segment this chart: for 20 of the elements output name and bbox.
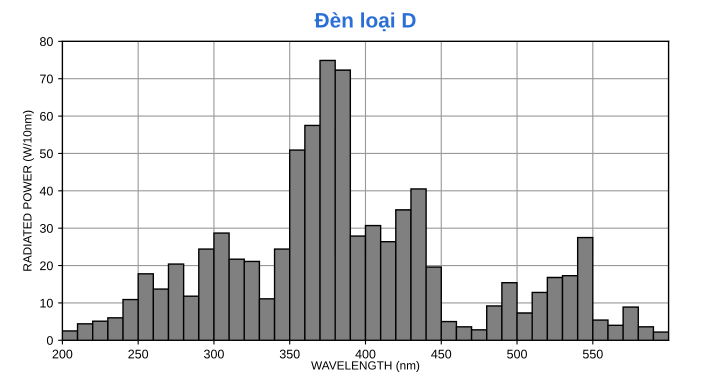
y-tick-label: 80 [40,37,53,46]
y-tick-label: 10 [40,298,53,308]
x-axis-title: WAVELENGTH (nm) [311,360,420,372]
x-tick-label: 450 [431,350,452,358]
x-tick-label: 550 [582,350,603,358]
y-tick-label: 0 [46,336,53,345]
y-tick-label: 20 [40,261,53,270]
x-tick-label: 400 [355,350,376,358]
y-tick-label: 30 [40,224,53,233]
y-tick-label: 40 [40,186,53,196]
x-tick-label: 350 [280,350,300,358]
x-tick-label: 200 [52,350,72,358]
y-tick-label: 70 [40,74,53,84]
x-tick-label: 250 [128,350,148,358]
y-axis-title: RADIATED POWER (W/10nm) [22,110,34,271]
x-tick-label: 500 [507,350,527,358]
chart-title: Đèn loại D [314,12,416,32]
y-tick-label: 60 [40,112,53,121]
x-tick-label: 300 [204,350,224,358]
y-tick-label: 50 [40,149,53,158]
